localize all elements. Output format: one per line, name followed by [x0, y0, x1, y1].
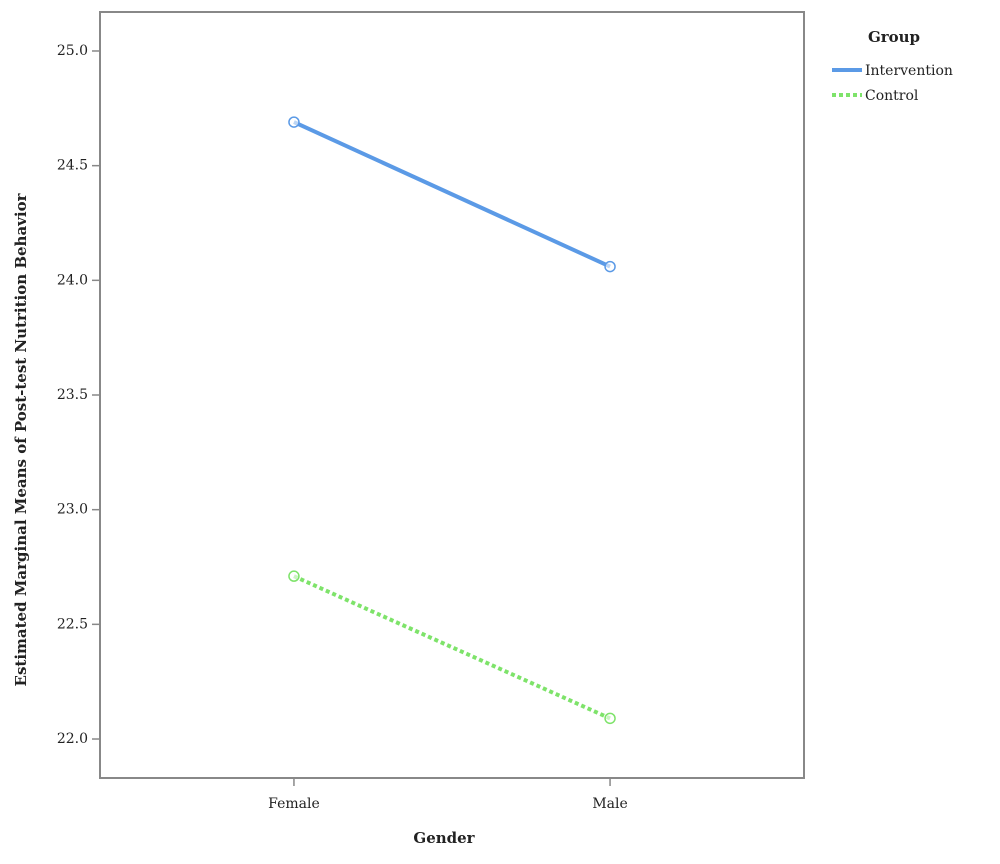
y-tick-label: 22.0 — [57, 731, 88, 747]
legend-label: Intervention — [865, 63, 953, 79]
y-tick-label: 24.5 — [57, 158, 88, 174]
point-marker — [288, 116, 300, 128]
legend-title: Group — [868, 28, 920, 46]
y-tick-label: 22.5 — [57, 616, 88, 632]
series-line — [293, 120, 611, 269]
x-tick-label: Female — [268, 796, 320, 812]
point-marker — [604, 260, 616, 273]
y-tick-label: 24.0 — [57, 272, 88, 288]
plot-frame — [99, 11, 805, 779]
x-axis-label: Gender — [413, 829, 475, 847]
y-tick-label: 25.0 — [57, 43, 88, 59]
x-tick-label: Male — [592, 796, 627, 812]
y-tick-label: 23.0 — [57, 502, 88, 518]
point-marker — [288, 570, 300, 582]
legend-label: Control — [865, 88, 919, 104]
y-axis-label: Estimated Marginal Means of Post-test Nu… — [12, 192, 30, 686]
point-marker — [604, 712, 616, 725]
series-line — [293, 574, 611, 721]
y-tick-label: 23.5 — [57, 387, 88, 403]
